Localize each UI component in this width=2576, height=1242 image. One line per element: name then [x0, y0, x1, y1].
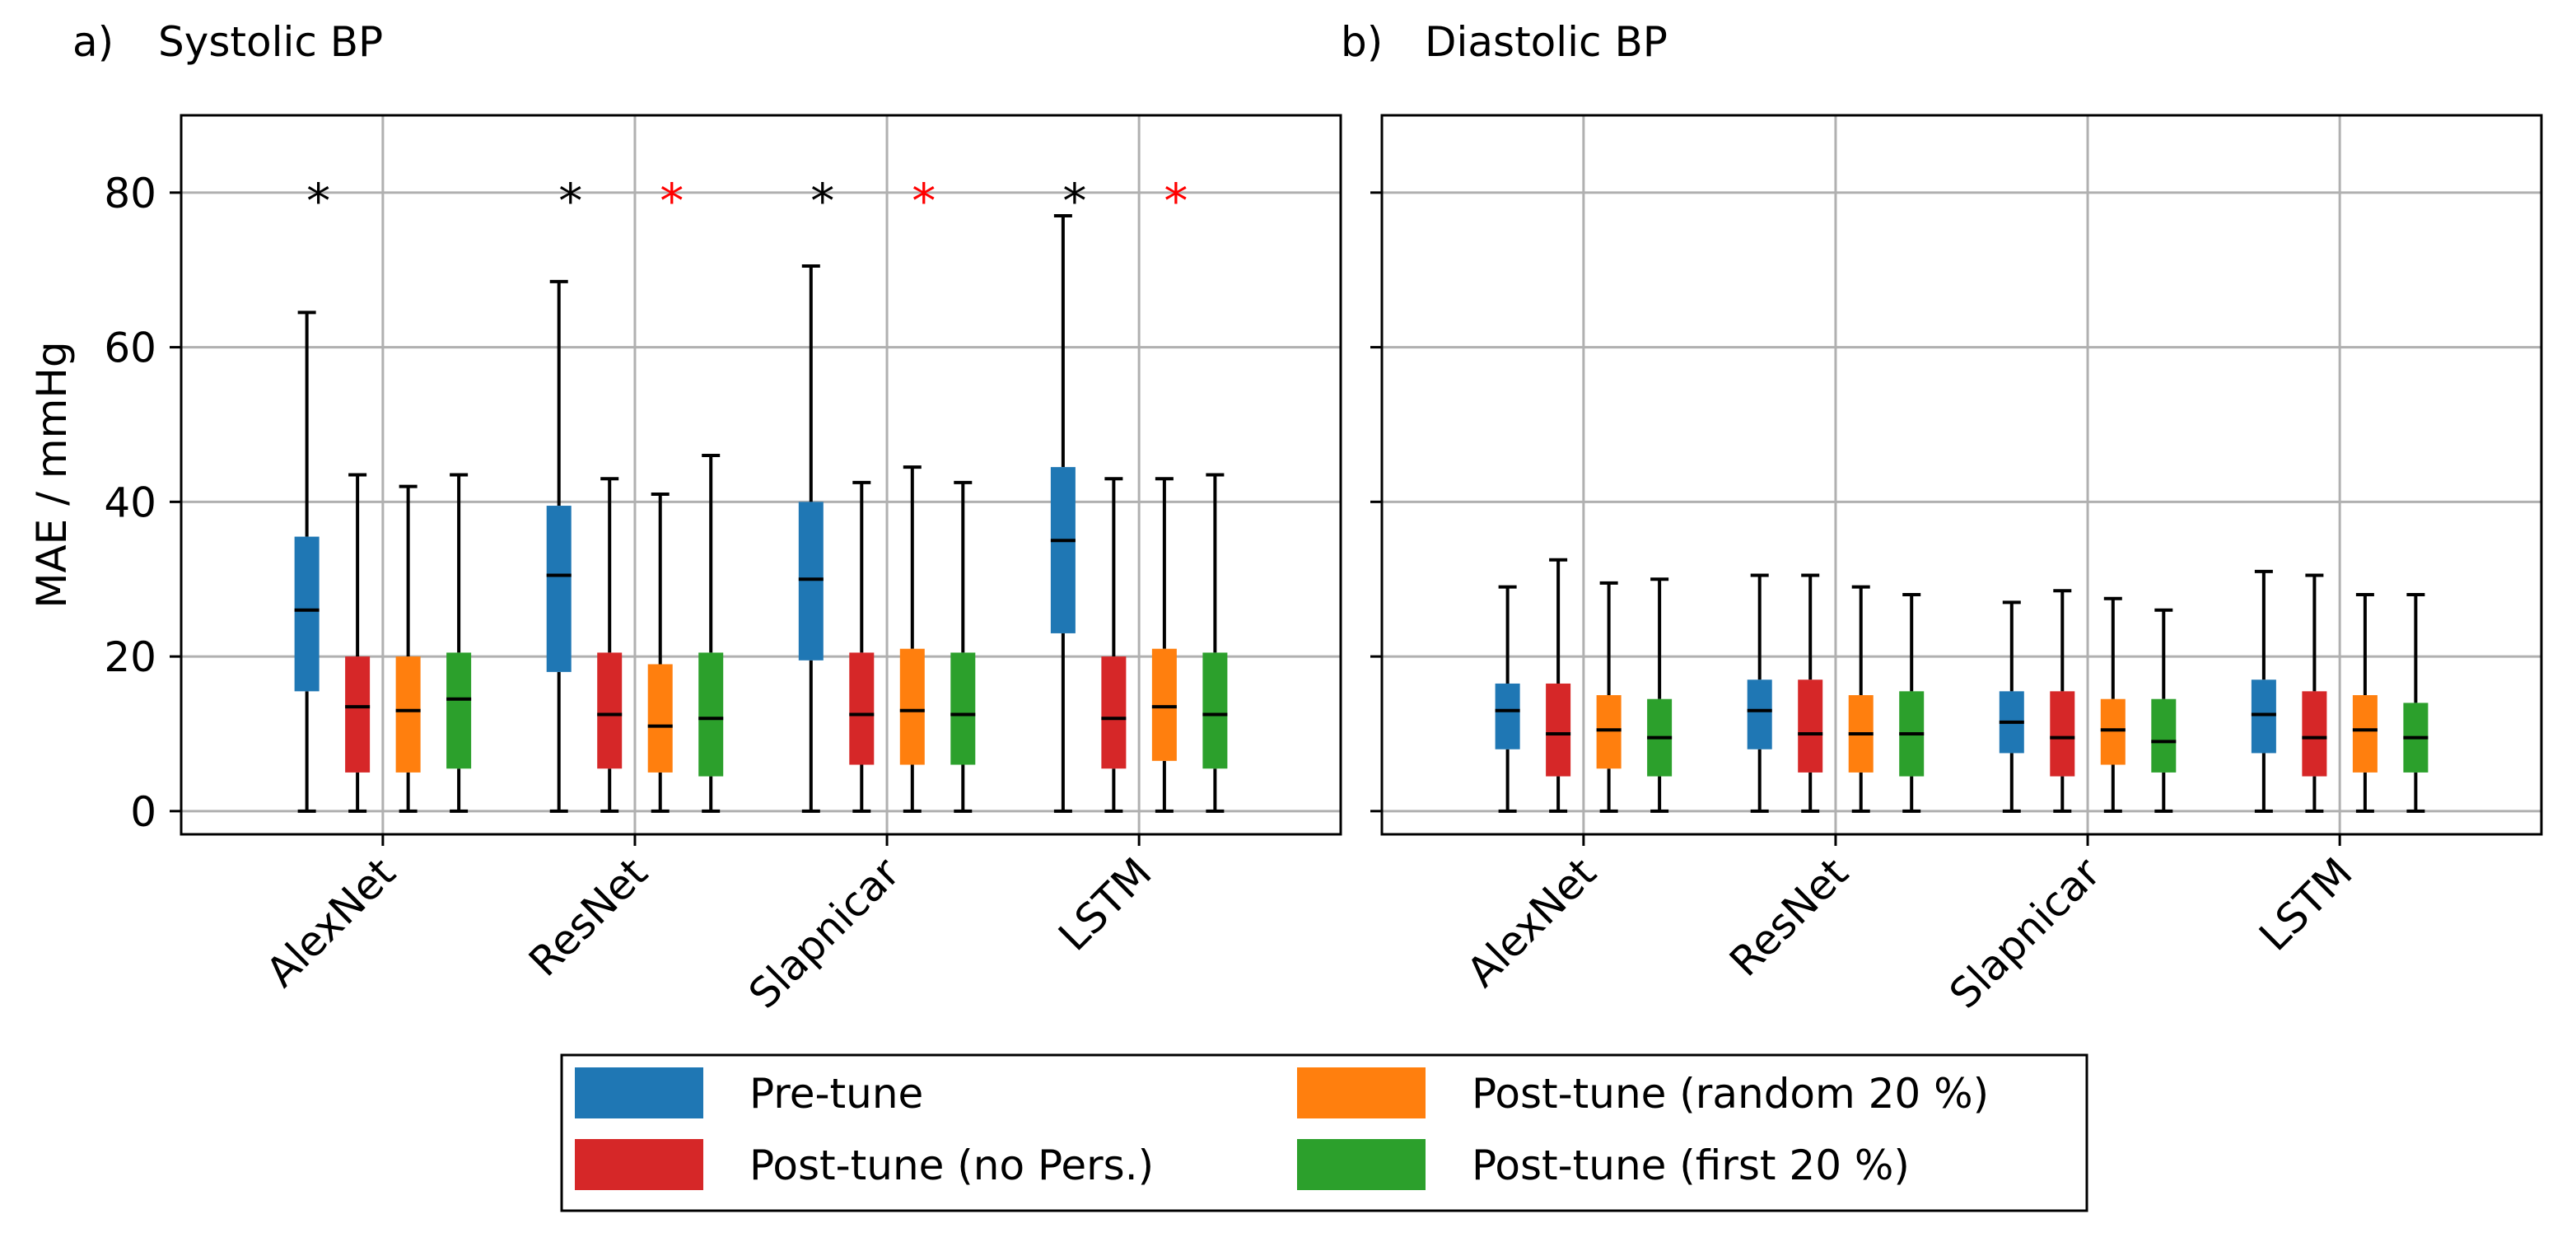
legend-label-post-tune-random-20: Post-tune (random 20 %) [1472, 1070, 1989, 1118]
box-pre-tune-lstm [2251, 569, 2276, 813]
y-tick-label-20: 20 [104, 633, 156, 681]
box-pre-tune-resnet [1747, 573, 1772, 813]
legend-label-post-tune-no-pers: Post-tune (no Pers.) [749, 1142, 1154, 1189]
box-body [798, 502, 824, 661]
box-body [1050, 467, 1076, 633]
box-post-tune-no-pers-resnet [597, 477, 623, 813]
legend-swatch-post-tune-no-pers [575, 1139, 703, 1190]
box-body [1596, 695, 1622, 769]
box-body [2302, 691, 2327, 777]
box-post-tune-random-20-alexnet [395, 484, 421, 813]
panel-letter: b) [1341, 18, 1383, 66]
box-post-tune-no-pers-alexnet [345, 473, 371, 813]
y-tick-label-40: 40 [104, 479, 156, 526]
box-post-tune-no-pers-slapnicar [849, 480, 875, 813]
box-pre-tune-resnet [546, 279, 572, 813]
box-post-tune-first-20-alexnet [446, 473, 472, 813]
legend-swatch-post-tune-random-20 [1297, 1067, 1426, 1118]
box-post-tune-random-20-resnet [647, 492, 673, 813]
box-post-tune-no-pers-slapnicar [2050, 589, 2075, 813]
box-body [2151, 698, 2177, 773]
box-body [597, 652, 623, 769]
significance-marker-alexnet-pre-tune: * [306, 173, 330, 229]
significance-marker-slapnicar-post-tune-random-20: * [912, 173, 936, 229]
box-post-tune-no-pers-lstm [1101, 477, 1127, 813]
box-post-tune-random-20-slapnicar [899, 465, 925, 813]
box-body [1202, 652, 1228, 769]
box-body [294, 536, 320, 692]
panel-title: Diastolic BP [1425, 18, 1668, 66]
box-pre-tune-slapnicar [1999, 600, 2024, 813]
box-post-tune-no-pers-resnet [1798, 573, 1823, 813]
box-body [1151, 648, 1177, 761]
box-pre-tune-lstm [1050, 214, 1076, 813]
box-body [2251, 679, 2276, 754]
significance-marker-slapnicar-pre-tune: * [810, 173, 834, 229]
box-post-tune-random-20-lstm [2352, 593, 2378, 813]
box-pre-tune-slapnicar [798, 264, 824, 813]
significance-marker-resnet-post-tune-random-20: * [660, 173, 684, 229]
legend-label-post-tune-first-20: Post-tune (first 20 %) [1472, 1142, 1910, 1189]
box-body [2050, 691, 2075, 777]
box-body [1546, 683, 1571, 777]
box-body [546, 506, 572, 672]
box-post-tune-random-20-resnet [1848, 585, 1874, 813]
box-post-tune-random-20-lstm [1151, 477, 1177, 813]
box-post-tune-first-20-alexnet [1647, 577, 1673, 813]
box-body [2100, 698, 2126, 765]
legend-label-pre-tune: Pre-tune [749, 1070, 923, 1118]
significance-marker-lstm-pre-tune: * [1062, 173, 1086, 229]
box-post-tune-first-20-slapnicar [950, 480, 976, 813]
box-body [1747, 679, 1772, 749]
box-post-tune-first-20-lstm [1202, 473, 1228, 813]
box-body [345, 656, 371, 773]
significance-marker-resnet-pre-tune: * [558, 173, 582, 229]
box-post-tune-random-20-alexnet [1596, 581, 1622, 813]
y-tick-label-0: 0 [130, 788, 156, 836]
box-post-tune-first-20-resnet [1899, 593, 1925, 813]
legend-swatch-pre-tune [575, 1067, 703, 1118]
box-post-tune-first-20-slapnicar [2151, 608, 2177, 813]
box-body [698, 652, 724, 777]
axes-frame [1380, 114, 2543, 836]
y-tick-label-60: 60 [104, 325, 156, 372]
box-body [2352, 695, 2378, 773]
box-body [950, 652, 976, 765]
box-pre-tune-alexnet [1495, 585, 1520, 813]
box-body [849, 652, 875, 765]
box-body [395, 656, 421, 773]
significance-marker-lstm-post-tune-random-20: * [1164, 173, 1188, 229]
box-body [1495, 683, 1520, 749]
box-post-tune-first-20-resnet [698, 454, 724, 813]
panel-title: Systolic BP [158, 18, 383, 66]
y-axis-label: MAE / mmHg [28, 341, 76, 608]
box-post-tune-no-pers-alexnet [1546, 558, 1571, 813]
legend-swatch-post-tune-first-20 [1297, 1139, 1426, 1190]
legend: Pre-tune Post-tune (random 20 %) Post-tune… [560, 1053, 2088, 1212]
box-body [1101, 656, 1127, 769]
box-post-tune-first-20-lstm [2403, 593, 2429, 813]
axes-frame [180, 114, 1342, 836]
box-pre-tune-alexnet [294, 310, 320, 813]
box-body [647, 664, 673, 773]
box-body [1798, 679, 1823, 773]
box-post-tune-random-20-slapnicar [2100, 596, 2126, 813]
box-body [446, 652, 472, 769]
box-body [899, 648, 925, 765]
panel-letter: a) [72, 18, 114, 66]
y-tick-label-80: 80 [104, 170, 156, 217]
box-post-tune-no-pers-lstm [2302, 573, 2327, 813]
